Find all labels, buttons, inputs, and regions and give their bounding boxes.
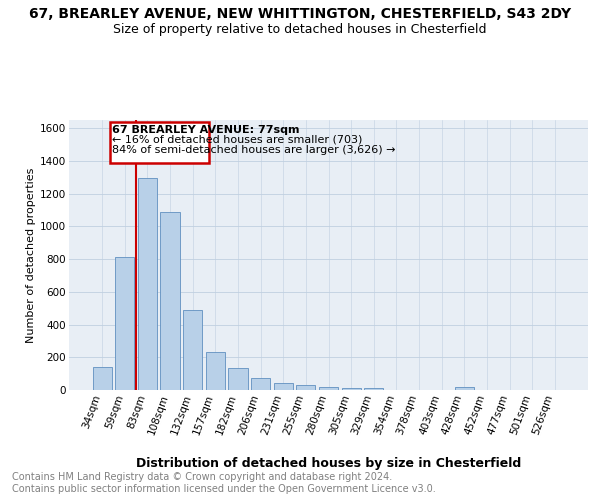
Text: ← 16% of detached houses are smaller (703): ← 16% of detached houses are smaller (70… <box>112 134 363 144</box>
Bar <box>183 310 202 390</box>
Bar <box>296 386 316 390</box>
Bar <box>92 367 112 390</box>
Y-axis label: Number of detached properties: Number of detached properties <box>26 168 36 342</box>
Bar <box>160 212 180 390</box>
Bar <box>115 258 134 390</box>
Bar <box>319 386 338 390</box>
Bar <box>206 352 225 390</box>
Text: Distribution of detached houses by size in Chesterfield: Distribution of detached houses by size … <box>136 458 521 470</box>
Bar <box>364 388 383 390</box>
FancyBboxPatch shape <box>110 122 209 162</box>
Text: Contains HM Land Registry data © Crown copyright and database right 2024.
Contai: Contains HM Land Registry data © Crown c… <box>12 472 436 494</box>
Text: 84% of semi-detached houses are larger (3,626) →: 84% of semi-detached houses are larger (… <box>112 144 396 154</box>
Text: 67 BREARLEY AVENUE: 77sqm: 67 BREARLEY AVENUE: 77sqm <box>112 124 300 134</box>
Bar <box>341 388 361 390</box>
Bar <box>229 368 248 390</box>
Bar <box>138 178 157 390</box>
Bar <box>251 378 270 390</box>
Text: 67, BREARLEY AVENUE, NEW WHITTINGTON, CHESTERFIELD, S43 2DY: 67, BREARLEY AVENUE, NEW WHITTINGTON, CH… <box>29 8 571 22</box>
Bar <box>455 387 474 390</box>
Bar <box>274 383 293 390</box>
Text: Size of property relative to detached houses in Chesterfield: Size of property relative to detached ho… <box>113 22 487 36</box>
